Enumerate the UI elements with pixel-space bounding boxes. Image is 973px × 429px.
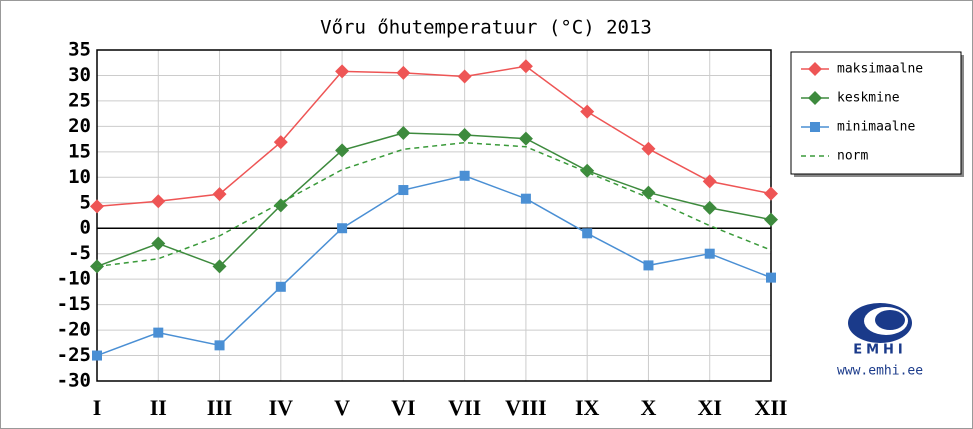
- series-line: [96, 174, 772, 357]
- y-tick-label: -30: [57, 370, 91, 392]
- data-point: [273, 135, 288, 150]
- legend-marker: [808, 91, 822, 105]
- x-tick-label: VI: [391, 395, 415, 420]
- data-point: [518, 131, 533, 146]
- data-point: [273, 198, 288, 213]
- data-point: [764, 212, 778, 227]
- data-point: [396, 65, 411, 80]
- y-tick-label: 15: [68, 140, 91, 162]
- legend-label: maksimaalne: [837, 62, 923, 77]
- data-point: [702, 174, 717, 189]
- data-point: [457, 69, 472, 84]
- data-point: [212, 259, 227, 274]
- data-point: [457, 128, 472, 143]
- x-tick-label: X: [641, 395, 657, 420]
- y-tick-label: 0: [80, 217, 91, 239]
- series-line: [96, 141, 772, 268]
- data-point: [335, 143, 350, 158]
- x-tick-label: IX: [575, 395, 600, 420]
- logo-url: www.emhi.ee: [837, 364, 923, 379]
- data-point: [766, 272, 776, 283]
- x-tick-label: V: [334, 395, 350, 420]
- legend-label: norm: [837, 149, 868, 164]
- legend-marker: [808, 62, 822, 76]
- y-tick-label: -10: [57, 268, 91, 290]
- logo: [848, 303, 912, 343]
- logo-text: EMHI: [853, 343, 907, 358]
- data-point: [151, 194, 166, 209]
- data-point: [212, 187, 227, 202]
- x-tick-label: VIII: [505, 395, 547, 420]
- data-point: [337, 223, 348, 234]
- y-tick-label: 20: [68, 115, 91, 137]
- data-point: [704, 248, 715, 259]
- data-point: [90, 199, 104, 214]
- y-tick-label: 25: [68, 89, 91, 111]
- y-tick-label: 35: [68, 39, 91, 61]
- legend-label: minimaalne: [837, 120, 915, 135]
- y-tick-label: -5: [68, 242, 91, 264]
- x-tick-label: XII: [754, 395, 787, 420]
- x-tick-label: XI: [698, 395, 722, 420]
- legend-marker: [810, 122, 820, 132]
- data-point: [764, 186, 778, 201]
- y-tick-label: -20: [57, 319, 91, 341]
- data-point: [641, 141, 656, 156]
- data-point: [92, 350, 102, 361]
- legend-label: keskmine: [837, 91, 900, 106]
- legend: [790, 51, 962, 175]
- data-point: [580, 104, 595, 119]
- data-point: [275, 281, 286, 292]
- logo-shape: [875, 310, 905, 330]
- data-point: [518, 59, 533, 74]
- data-point: [702, 200, 717, 215]
- x-tick-label: III: [207, 395, 233, 420]
- series-line: [96, 65, 772, 208]
- data-point: [641, 185, 656, 200]
- data-point: [582, 228, 593, 239]
- data-point: [214, 340, 225, 351]
- data-point: [335, 64, 350, 79]
- data-point: [396, 126, 411, 141]
- chart-title: Vőru őhutemperatuur (°C) 2013: [320, 17, 652, 39]
- y-tick-label: -25: [57, 344, 91, 366]
- x-tick-label: VII: [448, 395, 481, 420]
- x-tick-label: I: [93, 395, 102, 420]
- data-point: [151, 236, 166, 251]
- data-point: [153, 327, 164, 338]
- y-tick-label: 10: [68, 166, 91, 188]
- data-point: [459, 170, 470, 181]
- data-point: [643, 260, 654, 271]
- plot-area: [97, 50, 771, 381]
- series-line: [96, 132, 772, 268]
- y-tick-label: -15: [57, 293, 91, 315]
- x-tick-label: II: [150, 395, 167, 420]
- data-point: [520, 193, 531, 204]
- y-tick-label: 30: [68, 64, 91, 86]
- y-tick-label: 5: [80, 191, 91, 213]
- data-point: [398, 185, 409, 196]
- x-tick-label: IV: [269, 395, 294, 420]
